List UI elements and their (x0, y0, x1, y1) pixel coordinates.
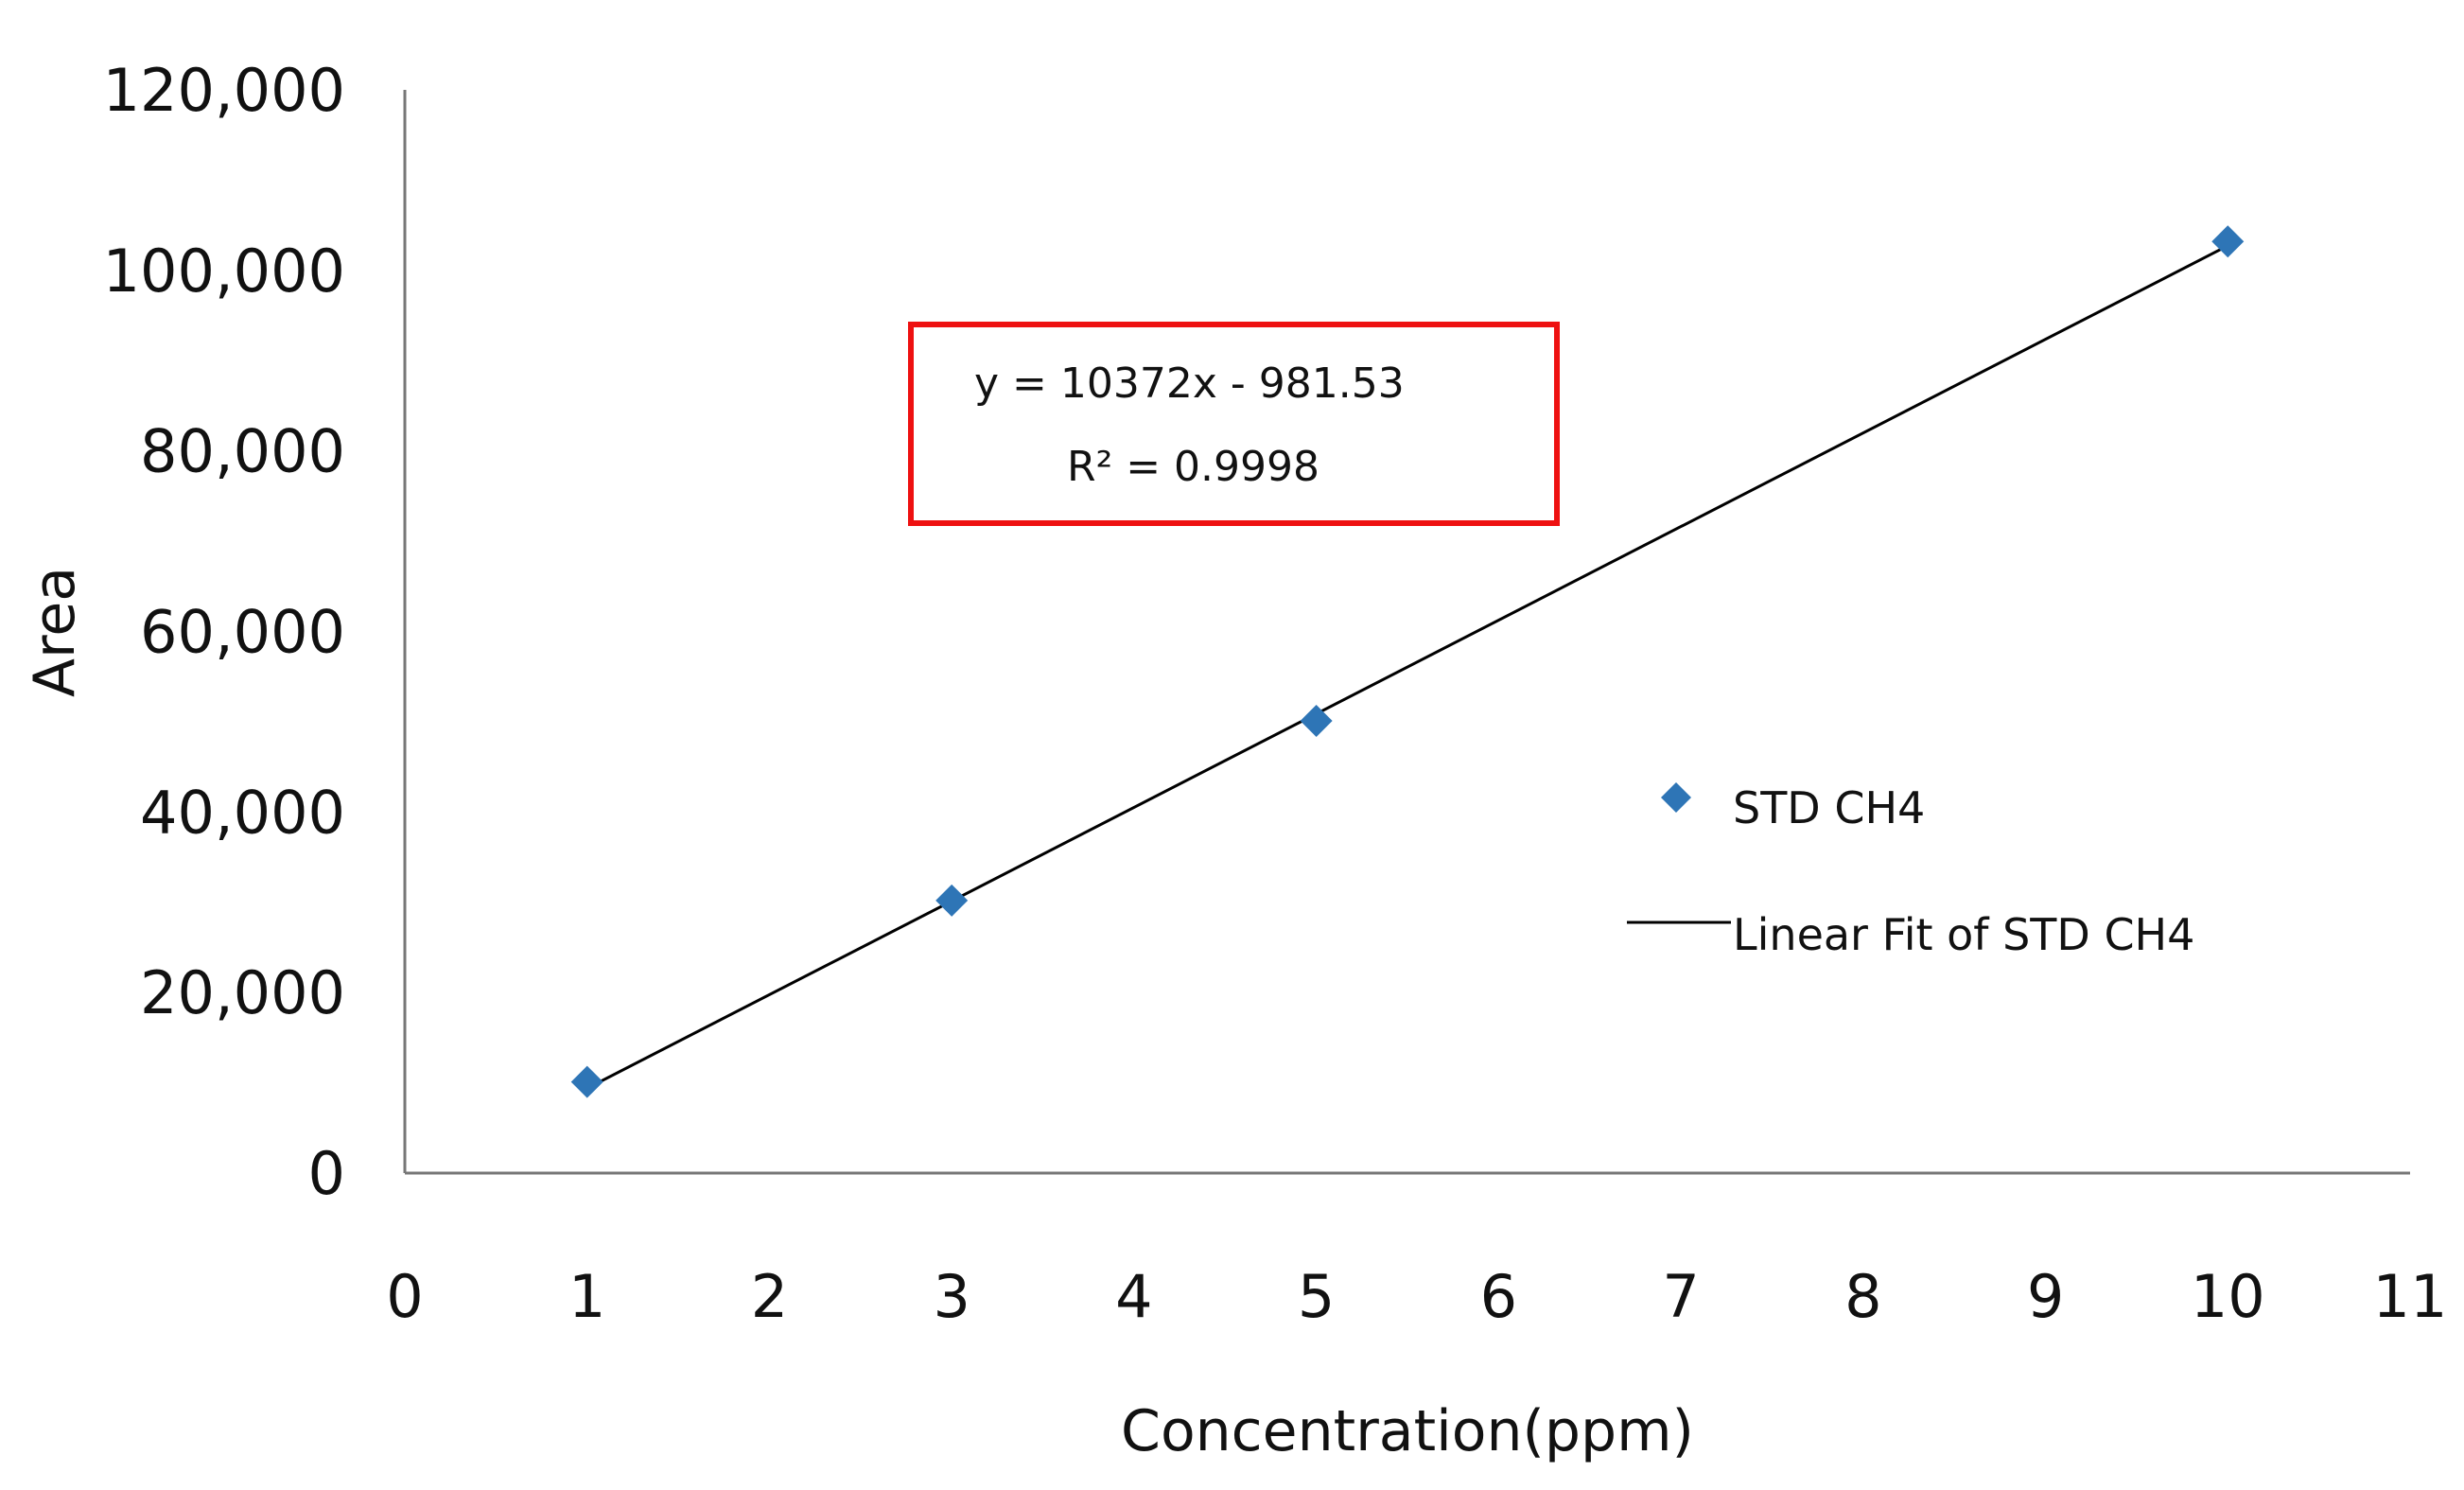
data-point (570, 1065, 603, 1098)
data-point (1300, 704, 1333, 737)
equation-text: y = 10372x - 981.53 (974, 359, 1405, 408)
x-tick-label: 10 (2191, 1262, 2265, 1331)
linear-fit-line (586, 244, 2228, 1090)
x-tick-label: 5 (1298, 1262, 1335, 1331)
x-tick-label: 3 (933, 1262, 970, 1331)
x-tick-label: 8 (1844, 1262, 1881, 1331)
x-tick-label: 6 (1480, 1262, 1517, 1331)
x-tick-label: 0 (386, 1262, 423, 1331)
legend-label-std-ch4: STD CH4 (1733, 782, 1925, 833)
equation-box (908, 322, 1560, 526)
legend: STD CH4 Linear Fit of STD CH4 (1627, 782, 2194, 960)
data-point (935, 884, 969, 917)
x-tick-label: 9 (2027, 1262, 2064, 1331)
y-tick-label: 40,000 (140, 778, 345, 847)
x-tick-label: 11 (2373, 1262, 2448, 1331)
y-tick-label: 20,000 (140, 958, 345, 1027)
x-tick-label: 4 (1115, 1262, 1152, 1331)
legend-marker-std-ch4 (1661, 782, 1691, 813)
x-axis-title: Concentration(ppm) (1121, 1398, 1694, 1464)
y-tick-label: 120,000 (103, 56, 345, 125)
x-tick-label: 1 (568, 1262, 605, 1331)
y-tick-label: 0 (308, 1139, 345, 1208)
y-tick-label: 60,000 (140, 598, 345, 667)
fit-line-layer (586, 244, 2228, 1090)
x-tick-labels: 0 1 2 3 4 5 6 7 8 9 10 11 (386, 1262, 2447, 1331)
data-point (2211, 225, 2245, 258)
x-tick-label: 2 (751, 1262, 788, 1331)
data-points (570, 225, 2245, 1098)
y-tick-label: 100,000 (103, 237, 345, 306)
x-tick-label: 7 (1662, 1262, 1699, 1331)
y-axis-title: Area (22, 567, 88, 697)
y-tick-label: 80,000 (140, 417, 345, 486)
y-tick-labels: 0 20,000 40,000 60,000 80,000 100,000 120,000 (103, 56, 345, 1208)
r-squared-text: R² = 0.9998 (1067, 443, 1319, 491)
legend-label-linear-fit: Linear Fit of STD CH4 (1733, 909, 2194, 960)
